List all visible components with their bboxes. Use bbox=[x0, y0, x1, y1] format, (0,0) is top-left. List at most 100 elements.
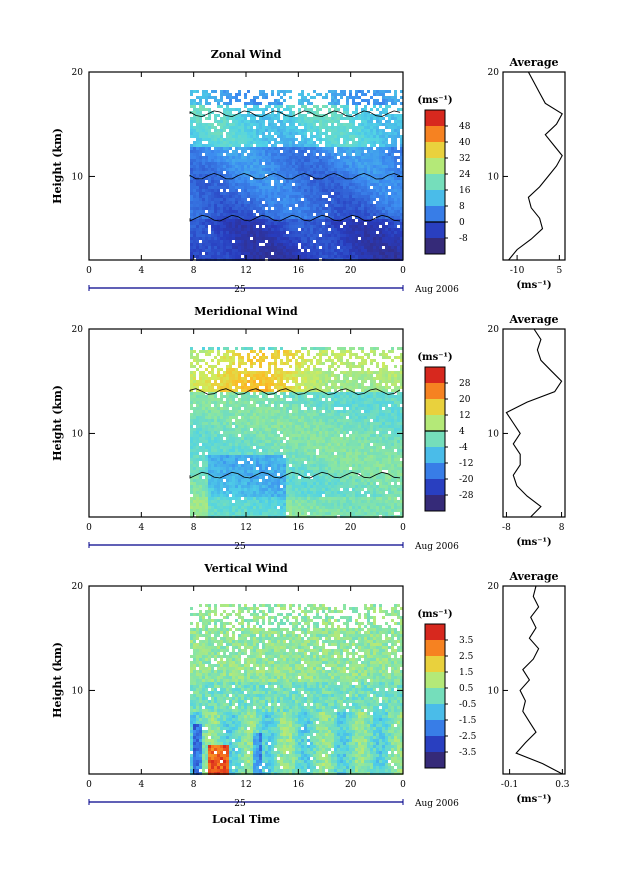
heatmap-cell bbox=[280, 168, 283, 171]
heatmap-cell bbox=[304, 255, 307, 258]
heatmap-cell bbox=[301, 201, 304, 204]
heatmap-cell bbox=[328, 222, 331, 225]
heatmap-cell bbox=[232, 126, 235, 129]
heatmap-cell bbox=[343, 204, 346, 207]
heatmap-cell bbox=[307, 392, 310, 395]
heatmap-cell bbox=[268, 252, 271, 255]
heatmap-cell bbox=[328, 177, 331, 180]
heatmap-cell bbox=[337, 114, 340, 117]
heatmap-cell bbox=[283, 416, 286, 419]
heatmap-cell bbox=[268, 171, 271, 174]
heatmap-cell bbox=[256, 246, 259, 249]
heatmap-cell bbox=[328, 174, 331, 177]
heatmap-cell bbox=[367, 386, 370, 389]
heatmap-cell bbox=[220, 389, 223, 392]
heatmap-cell bbox=[349, 186, 352, 189]
heatmap-cell bbox=[229, 111, 232, 114]
heatmap-cell bbox=[349, 93, 352, 96]
heatmap-cell bbox=[304, 195, 307, 198]
heatmap-cell bbox=[253, 371, 256, 374]
heatmap-cell bbox=[259, 404, 262, 407]
heatmap-cell bbox=[388, 147, 391, 150]
heatmap-cell bbox=[217, 192, 220, 195]
heatmap-cell bbox=[310, 111, 313, 114]
heatmap-cell bbox=[331, 386, 334, 389]
heatmap-cell bbox=[340, 201, 343, 204]
heatmap-cell bbox=[367, 228, 370, 231]
average-title: Average bbox=[508, 56, 558, 69]
heatmap-cell bbox=[232, 195, 235, 198]
heatmap-cell bbox=[214, 186, 217, 189]
heatmap-cell bbox=[340, 129, 343, 132]
heatmap-cell bbox=[211, 162, 214, 165]
heatmap-cell bbox=[196, 165, 199, 168]
heatmap-cell bbox=[247, 353, 250, 356]
heatmap-cell bbox=[286, 159, 289, 162]
heatmap-cell bbox=[211, 222, 214, 225]
heatmap-cell bbox=[355, 186, 358, 189]
heatmap-cell bbox=[319, 141, 322, 144]
heatmap-cell bbox=[202, 231, 205, 234]
heatmap-cell bbox=[316, 413, 319, 416]
heatmap-cell bbox=[373, 255, 376, 258]
heatmap-cell bbox=[271, 255, 274, 258]
heatmap-cell bbox=[268, 102, 271, 105]
heatmap-cell bbox=[358, 153, 361, 156]
heatmap-cell bbox=[259, 377, 262, 380]
heatmap-cell bbox=[247, 222, 250, 225]
heatmap-cell bbox=[265, 228, 268, 231]
heatmap-cell bbox=[346, 410, 349, 413]
heatmap-cell bbox=[277, 105, 280, 108]
heatmap-cell bbox=[286, 386, 289, 389]
heatmap-cell bbox=[319, 135, 322, 138]
heatmap-cell bbox=[280, 243, 283, 246]
heatmap-cell bbox=[373, 186, 376, 189]
heatmap-cell bbox=[226, 392, 229, 395]
heatmap-cell bbox=[262, 416, 265, 419]
heatmap-cell bbox=[400, 114, 403, 117]
heatmap-cell bbox=[271, 243, 274, 246]
heatmap-cell bbox=[253, 216, 256, 219]
heatmap-cell bbox=[247, 189, 250, 192]
heatmap-cell bbox=[211, 243, 214, 246]
heatmap-cell bbox=[379, 398, 382, 401]
heatmap-cell bbox=[388, 156, 391, 159]
heatmap-cell bbox=[265, 389, 268, 392]
heatmap-cell bbox=[259, 410, 262, 413]
heatmap-cell bbox=[310, 407, 313, 410]
heatmap-cell bbox=[328, 153, 331, 156]
heatmap-cell bbox=[199, 183, 202, 186]
heatmap-cell bbox=[268, 365, 271, 368]
heatmap-cell bbox=[286, 380, 289, 383]
heatmap-cell bbox=[391, 225, 394, 228]
heatmap-cell bbox=[295, 383, 298, 386]
heatmap-cell bbox=[298, 222, 301, 225]
heatmap-cell bbox=[190, 365, 193, 368]
heatmap-cell bbox=[217, 114, 220, 117]
heatmap-cell bbox=[343, 168, 346, 171]
heatmap-cell bbox=[298, 180, 301, 183]
heatmap-cell bbox=[226, 90, 229, 93]
heatmap-cell bbox=[193, 374, 196, 377]
heatmap-cell bbox=[247, 207, 250, 210]
heatmap-cell bbox=[235, 99, 238, 102]
heatmap-cell bbox=[196, 222, 199, 225]
heatmap-cell bbox=[214, 141, 217, 144]
heatmap-cell bbox=[295, 249, 298, 252]
heatmap-cell bbox=[328, 392, 331, 395]
heatmap-cell bbox=[253, 237, 256, 240]
heatmap-cell bbox=[343, 144, 346, 147]
heatmap-cell bbox=[211, 123, 214, 126]
heatmap-cell bbox=[400, 168, 403, 171]
heatmap-cell bbox=[388, 117, 391, 120]
heatmap-cell bbox=[400, 240, 403, 243]
heatmap-cell bbox=[199, 165, 202, 168]
heatmap-cell bbox=[262, 141, 265, 144]
heatmap-cell bbox=[193, 413, 196, 416]
heatmap-cell bbox=[265, 165, 268, 168]
heatmap-cell bbox=[382, 132, 385, 135]
heatmap-cell bbox=[217, 195, 220, 198]
heatmap-cell bbox=[307, 368, 310, 371]
heatmap-cell bbox=[295, 171, 298, 174]
heatmap-cell bbox=[226, 240, 229, 243]
